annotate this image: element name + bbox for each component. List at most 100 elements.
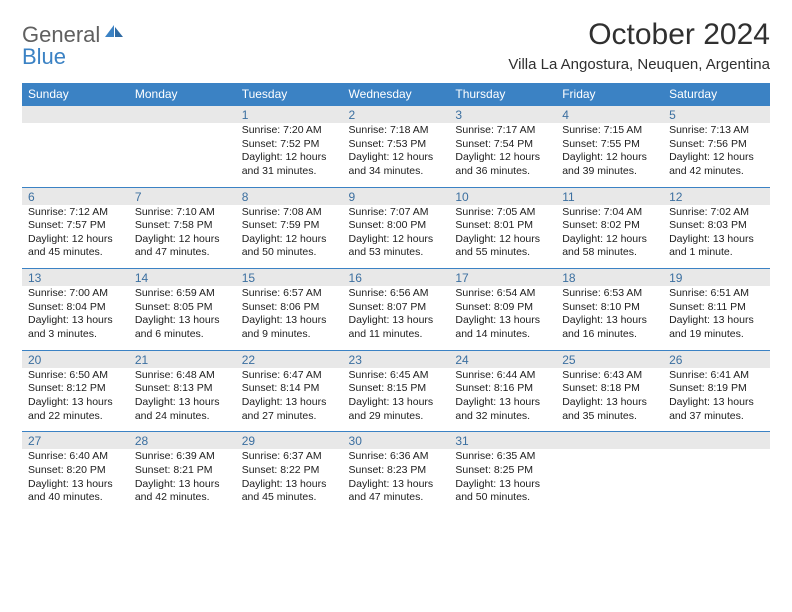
week-detail-row: Sunrise: 7:12 AMSunset: 7:57 PMDaylight:… bbox=[22, 205, 770, 269]
daylight-line: Daylight: 13 hours and 16 minutes. bbox=[562, 314, 657, 341]
brand-part1: General bbox=[22, 24, 100, 46]
day-detail-cell: Sunrise: 7:13 AMSunset: 7:56 PMDaylight:… bbox=[663, 123, 770, 187]
day-number-cell: 10 bbox=[449, 187, 556, 205]
calendar-body: ..12345Sunrise: 7:20 AMSunset: 7:52 PMDa… bbox=[22, 106, 770, 513]
day-number-cell: 23 bbox=[343, 350, 450, 368]
sunset-line: Sunset: 8:14 PM bbox=[242, 382, 337, 396]
day-header: Wednesday bbox=[343, 83, 450, 106]
sunset-line: Sunset: 7:57 PM bbox=[28, 219, 123, 233]
daylight-line: Daylight: 13 hours and 35 minutes. bbox=[562, 396, 657, 423]
daylight-line: Daylight: 12 hours and 55 minutes. bbox=[455, 233, 550, 260]
day-number-cell: 24 bbox=[449, 350, 556, 368]
daylight-line: Daylight: 13 hours and 40 minutes. bbox=[28, 478, 123, 505]
day-detail: Sunrise: 6:45 AMSunset: 8:15 PMDaylight:… bbox=[343, 368, 450, 426]
sunrise-line: Sunrise: 6:35 AM bbox=[455, 450, 550, 464]
week-number-row: 13141516171819 bbox=[22, 269, 770, 287]
daylight-line: Daylight: 13 hours and 37 minutes. bbox=[669, 396, 764, 423]
daylight-line: Daylight: 13 hours and 24 minutes. bbox=[135, 396, 230, 423]
day-number: 2 bbox=[343, 106, 450, 123]
day-detail-cell: Sunrise: 6:40 AMSunset: 8:20 PMDaylight:… bbox=[22, 449, 129, 513]
day-detail: Sunrise: 6:41 AMSunset: 8:19 PMDaylight:… bbox=[663, 368, 770, 426]
day-detail-cell: Sunrise: 7:10 AMSunset: 7:58 PMDaylight:… bbox=[129, 205, 236, 269]
day-detail-cell: Sunrise: 6:54 AMSunset: 8:09 PMDaylight:… bbox=[449, 286, 556, 350]
day-detail-cell: Sunrise: 7:20 AMSunset: 7:52 PMDaylight:… bbox=[236, 123, 343, 187]
day-detail-cell: Sunrise: 7:08 AMSunset: 7:59 PMDaylight:… bbox=[236, 205, 343, 269]
sunrise-line: Sunrise: 6:37 AM bbox=[242, 450, 337, 464]
daylight-line: Daylight: 13 hours and 9 minutes. bbox=[242, 314, 337, 341]
day-detail-cell: Sunrise: 7:07 AMSunset: 8:00 PMDaylight:… bbox=[343, 205, 450, 269]
day-number-cell: 8 bbox=[236, 187, 343, 205]
day-detail-cell: Sunrise: 6:57 AMSunset: 8:06 PMDaylight:… bbox=[236, 286, 343, 350]
day-number: 19 bbox=[663, 269, 770, 286]
title-block: October 2024 Villa La Angostura, Neuquen… bbox=[508, 18, 770, 73]
day-number-cell: 25 bbox=[556, 350, 663, 368]
day-detail-cell: Sunrise: 7:00 AMSunset: 8:04 PMDaylight:… bbox=[22, 286, 129, 350]
daylight-line: Daylight: 13 hours and 22 minutes. bbox=[28, 396, 123, 423]
sunset-line: Sunset: 8:20 PM bbox=[28, 464, 123, 478]
location-text: Villa La Angostura, Neuquen, Argentina bbox=[508, 56, 770, 73]
day-detail-cell: Sunrise: 6:45 AMSunset: 8:15 PMDaylight:… bbox=[343, 368, 450, 432]
daylight-line: Daylight: 12 hours and 36 minutes. bbox=[455, 151, 550, 178]
sunset-line: Sunset: 8:12 PM bbox=[28, 382, 123, 396]
daylight-line: Daylight: 13 hours and 50 minutes. bbox=[455, 478, 550, 505]
sunset-line: Sunset: 8:16 PM bbox=[455, 382, 550, 396]
sunset-line: Sunset: 8:18 PM bbox=[562, 382, 657, 396]
sunset-line: Sunset: 7:58 PM bbox=[135, 219, 230, 233]
daylight-line: Daylight: 13 hours and 42 minutes. bbox=[135, 478, 230, 505]
day-detail: Sunrise: 7:00 AMSunset: 8:04 PMDaylight:… bbox=[22, 286, 129, 344]
daylight-line: Daylight: 12 hours and 53 minutes. bbox=[349, 233, 444, 260]
day-number-cell: 3 bbox=[449, 106, 556, 124]
day-number: 29 bbox=[236, 432, 343, 449]
week-number-row: ..12345 bbox=[22, 106, 770, 124]
day-detail-cell bbox=[22, 123, 129, 187]
sunset-line: Sunset: 8:02 PM bbox=[562, 219, 657, 233]
daylight-line: Daylight: 12 hours and 42 minutes. bbox=[669, 151, 764, 178]
day-detail-cell: Sunrise: 7:15 AMSunset: 7:55 PMDaylight:… bbox=[556, 123, 663, 187]
day-detail-cell: Sunrise: 6:47 AMSunset: 8:14 PMDaylight:… bbox=[236, 368, 343, 432]
day-detail: Sunrise: 6:57 AMSunset: 8:06 PMDaylight:… bbox=[236, 286, 343, 344]
day-number-cell: . bbox=[129, 106, 236, 124]
day-detail-cell: Sunrise: 6:59 AMSunset: 8:05 PMDaylight:… bbox=[129, 286, 236, 350]
day-header-row: Sunday Monday Tuesday Wednesday Thursday… bbox=[22, 83, 770, 106]
sunrise-line: Sunrise: 6:56 AM bbox=[349, 287, 444, 301]
sunrise-line: Sunrise: 7:18 AM bbox=[349, 124, 444, 138]
day-detail-cell bbox=[129, 123, 236, 187]
sunset-line: Sunset: 8:13 PM bbox=[135, 382, 230, 396]
day-detail: Sunrise: 7:18 AMSunset: 7:53 PMDaylight:… bbox=[343, 123, 450, 181]
day-header: Thursday bbox=[449, 83, 556, 106]
sunset-line: Sunset: 8:19 PM bbox=[669, 382, 764, 396]
day-number: 7 bbox=[129, 188, 236, 205]
day-number-cell: 4 bbox=[556, 106, 663, 124]
day-detail: Sunrise: 7:02 AMSunset: 8:03 PMDaylight:… bbox=[663, 205, 770, 263]
day-number: 22 bbox=[236, 351, 343, 368]
sunrise-line: Sunrise: 7:05 AM bbox=[455, 206, 550, 220]
page-header: GeneralBlue October 2024 Villa La Angost… bbox=[22, 18, 770, 73]
day-number-cell: 18 bbox=[556, 269, 663, 287]
day-detail: Sunrise: 6:43 AMSunset: 8:18 PMDaylight:… bbox=[556, 368, 663, 426]
day-detail: Sunrise: 6:44 AMSunset: 8:16 PMDaylight:… bbox=[449, 368, 556, 426]
sunset-line: Sunset: 8:21 PM bbox=[135, 464, 230, 478]
week-detail-row: Sunrise: 7:00 AMSunset: 8:04 PMDaylight:… bbox=[22, 286, 770, 350]
sunset-line: Sunset: 8:01 PM bbox=[455, 219, 550, 233]
sunrise-line: Sunrise: 7:13 AM bbox=[669, 124, 764, 138]
week-number-row: 20212223242526 bbox=[22, 350, 770, 368]
day-number-cell: 14 bbox=[129, 269, 236, 287]
day-detail: Sunrise: 6:37 AMSunset: 8:22 PMDaylight:… bbox=[236, 449, 343, 507]
day-number: 13 bbox=[22, 269, 129, 286]
day-number: 8 bbox=[236, 188, 343, 205]
week-detail-row: Sunrise: 6:50 AMSunset: 8:12 PMDaylight:… bbox=[22, 368, 770, 432]
day-number: 6 bbox=[22, 188, 129, 205]
sunset-line: Sunset: 8:06 PM bbox=[242, 301, 337, 315]
day-number-cell: 19 bbox=[663, 269, 770, 287]
day-number-cell: 12 bbox=[663, 187, 770, 205]
brand-logo: GeneralBlue bbox=[22, 18, 128, 68]
day-detail: Sunrise: 6:48 AMSunset: 8:13 PMDaylight:… bbox=[129, 368, 236, 426]
day-number: 14 bbox=[129, 269, 236, 286]
sunset-line: Sunset: 7:55 PM bbox=[562, 138, 657, 152]
day-number-cell: 27 bbox=[22, 432, 129, 450]
sail-icon bbox=[104, 22, 126, 44]
sunrise-line: Sunrise: 6:51 AM bbox=[669, 287, 764, 301]
day-number: 9 bbox=[343, 188, 450, 205]
day-number-cell: 28 bbox=[129, 432, 236, 450]
day-header: Monday bbox=[129, 83, 236, 106]
